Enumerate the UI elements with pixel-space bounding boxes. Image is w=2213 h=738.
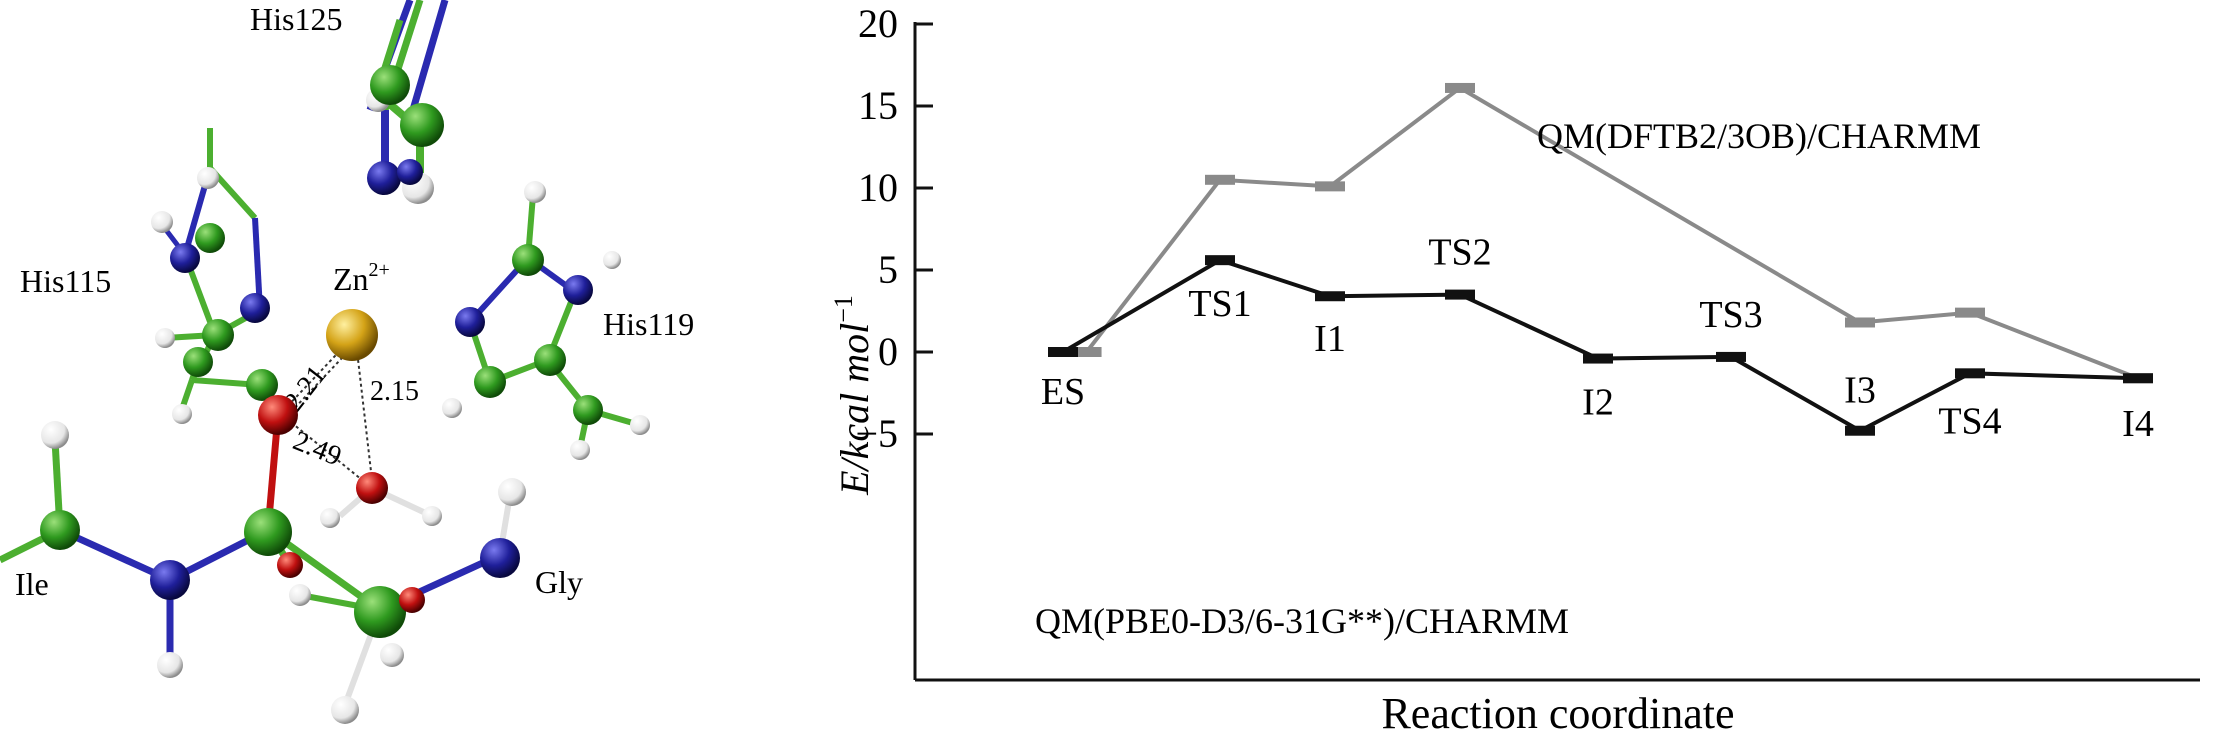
state-marker-dftb2 (1315, 181, 1345, 192)
state-marker-dftb2 (1205, 174, 1235, 185)
y-axis-label-main: E/kcal mol (832, 323, 877, 496)
state-label: ES (1041, 371, 1085, 413)
series-lines (1048, 82, 2153, 436)
legend-dftb2: QM(DFTB2/3OB)/CHARMM (1537, 116, 1981, 156)
his119-label: His119 (603, 306, 694, 342)
state-marker-dftb2 (1445, 82, 1475, 93)
y-tick-label: 5 (878, 247, 898, 292)
y-tick-label: 20 (858, 1, 898, 46)
distance-label-3: 2.49 (289, 425, 346, 472)
state-marker-pbe0 (1845, 425, 1875, 436)
state-label: I4 (2122, 403, 2154, 445)
zinc-symbol: Zn (333, 261, 369, 297)
y-tick-label: 0 (878, 329, 898, 374)
state-marker-pbe0 (2123, 373, 2153, 384)
state-marker-pbe0 (1955, 368, 1985, 379)
y-tick-label: 10 (858, 165, 898, 210)
state-marker-pbe0 (1205, 255, 1235, 266)
state-marker-dftb2 (1071, 347, 1102, 357)
ile-label: Ile (15, 566, 49, 602)
distance-label-2: 2.15 (370, 376, 419, 407)
state-label: TS3 (1699, 294, 1762, 336)
zinc-site: Zn2+ 2.21 2.15 2.49 (278, 259, 419, 489)
state-marker-pbe0 (1315, 291, 1345, 302)
his125-label: His125 (250, 1, 342, 37)
molecule-panel: His125 His115 (0, 0, 694, 724)
state-label: TS4 (1938, 400, 2001, 442)
his119-residue: His119 (442, 181, 694, 460)
state-marker-dftb2 (1845, 317, 1875, 328)
zinc-label: Zn2+ (333, 259, 390, 297)
state-marker-pbe0 (1716, 351, 1746, 362)
legend-pbe0: QM(PBE0-D3/6-31G**)/CHARMM (1035, 601, 1569, 641)
water-molecule (320, 472, 442, 528)
state-marker-dftb2 (1955, 307, 1985, 318)
gly-label: Gly (535, 564, 583, 600)
state-label: TS1 (1188, 283, 1251, 325)
state-marker-pbe0 (1048, 347, 1078, 357)
state-label: I3 (1844, 370, 1876, 412)
state-label: I2 (1582, 382, 1614, 424)
state-marker-pbe0 (1583, 353, 1613, 364)
y-axis-label: E/kcal mol−1 (829, 295, 877, 496)
zinc-charge: 2+ (369, 259, 390, 281)
energy-profile-chart: −5 0 5 10 15 20 ES TS1 I1 TS2 I2 TS3 I3 TS4 I4 Reacti… (829, 1, 2200, 738)
state-label: I1 (1314, 318, 1346, 360)
y-axis-label-sup: −1 (829, 295, 858, 323)
backbone: Ile Gly (0, 395, 583, 724)
point-labels: ES TS1 I1 TS2 I2 TS3 I3 TS4 I4 (1041, 232, 2154, 446)
his115-residue: His115 (20, 128, 278, 424)
state-label: TS2 (1428, 232, 1491, 274)
y-tick-label: −5 (855, 411, 898, 456)
x-axis-label: Reaction coordinate (1381, 689, 1734, 738)
y-axis-ticks: −5 0 5 10 15 20 (855, 1, 933, 456)
state-marker-pbe0 (1445, 289, 1475, 300)
his125-residue: His125 (250, 0, 449, 204)
y-tick-label: 15 (858, 83, 898, 128)
his115-label: His115 (20, 263, 111, 299)
